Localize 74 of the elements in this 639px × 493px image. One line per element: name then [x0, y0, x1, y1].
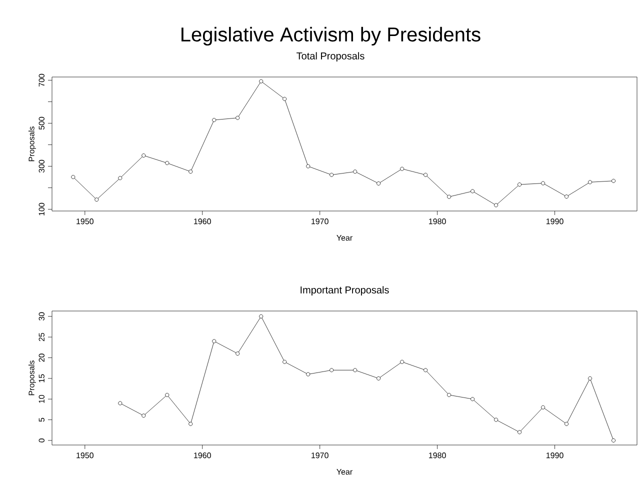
y-tick-label: 10 [38, 394, 44, 403]
point [564, 194, 569, 199]
point [424, 368, 428, 372]
x-tick-label: 1990 [546, 218, 564, 224]
point [494, 203, 498, 208]
x-tick-label: 1970 [312, 218, 328, 224]
x-tick-label: 1950 [76, 218, 94, 224]
x-tick-label: 1980 [429, 218, 446, 224]
point [142, 154, 146, 158]
x-tick-label: 1960 [194, 218, 211, 224]
x-tick-label: 1950 [76, 452, 94, 458]
point [353, 368, 358, 372]
y-tick-label: 20 [38, 354, 44, 362]
y-tick-label: 700 [38, 74, 44, 86]
chart-subtitle: Total Proposals [296, 52, 364, 62]
y-axis-title: Proposals [28, 360, 36, 396]
x-tick-label: 1980 [429, 452, 446, 458]
point [259, 79, 264, 84]
point [424, 172, 428, 177]
point [212, 118, 216, 122]
point [588, 376, 592, 380]
point [330, 172, 334, 177]
point [518, 430, 522, 434]
point [306, 164, 310, 168]
y-tick-label: 30 [38, 312, 44, 321]
point [353, 170, 358, 174]
point [447, 194, 452, 199]
point [400, 360, 404, 364]
point [494, 418, 498, 422]
y-tick-label: 0 [38, 438, 44, 442]
point [236, 352, 240, 356]
point [400, 166, 404, 171]
x-axis-title: Year [336, 235, 352, 241]
point [376, 376, 381, 380]
chart-title: Legislative Activism by Presidents [182, 26, 480, 46]
point [259, 314, 264, 318]
x-axis-title: Year [336, 469, 352, 475]
point [541, 405, 546, 410]
point [518, 182, 522, 187]
point [236, 116, 240, 120]
point [165, 161, 170, 166]
y-tick-label: 500 [38, 116, 44, 130]
y-tick-label: 5 [38, 418, 44, 422]
point [118, 176, 122, 180]
point [188, 422, 193, 426]
x-tick-label: 1960 [194, 452, 211, 458]
point [94, 198, 99, 202]
y-tick-label: 15 [38, 374, 44, 382]
point [165, 392, 170, 397]
point [447, 392, 452, 397]
point [470, 189, 475, 194]
point [71, 175, 76, 180]
point [118, 401, 122, 406]
y-tick-label: 300 [38, 160, 44, 173]
point [212, 339, 216, 344]
y-axis-title: Proposals [28, 126, 36, 162]
point [470, 397, 475, 402]
y-tick-label: 100 [38, 202, 44, 216]
point [282, 96, 287, 101]
point [541, 181, 546, 186]
point [142, 414, 146, 418]
point [376, 181, 381, 186]
point [306, 372, 310, 376]
x-tick-label: 1970 [312, 452, 328, 458]
point [282, 360, 287, 364]
point [330, 368, 334, 372]
point [588, 180, 592, 184]
point [188, 170, 193, 174]
y-tick-label: 25 [38, 332, 44, 342]
point [612, 178, 616, 183]
x-tick-label: 1990 [546, 452, 564, 458]
point [612, 438, 616, 442]
chart-title: Important Proposals [300, 286, 389, 296]
point [564, 422, 569, 426]
